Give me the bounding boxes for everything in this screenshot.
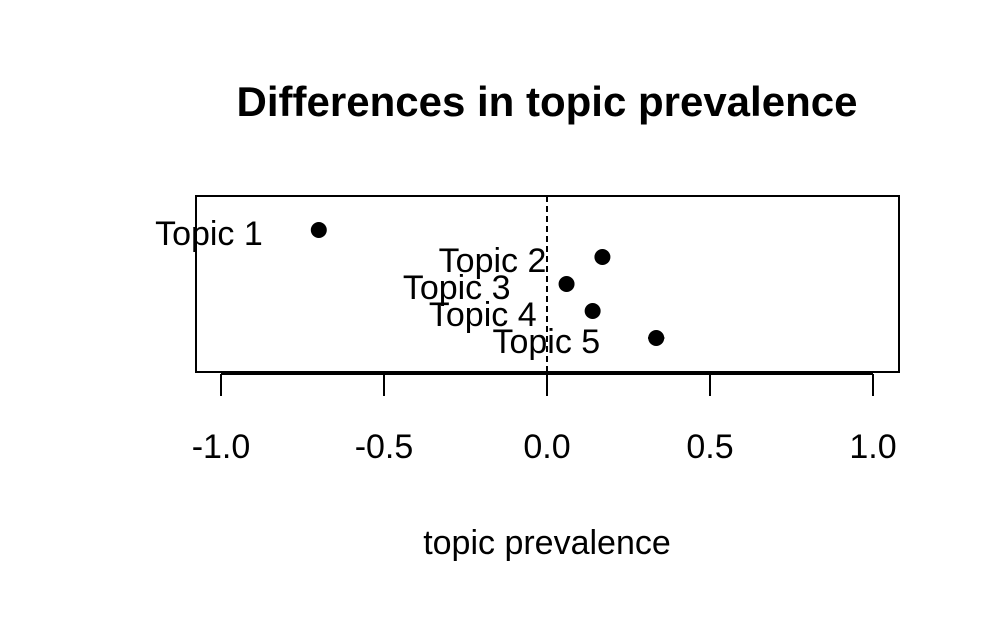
- x-tick-label: -1.0: [192, 428, 251, 466]
- chart-title: Differences in topic prevalence: [237, 78, 858, 125]
- point-label: Topic 1: [155, 215, 263, 253]
- data-point: [594, 249, 611, 265]
- x-tick-label: -0.5: [355, 428, 414, 466]
- x-tick-label: 0.0: [523, 428, 570, 466]
- x-tick-label: 0.5: [686, 428, 733, 466]
- data-point: [648, 330, 665, 346]
- data-point: [558, 276, 575, 292]
- x-tick-label: 1.0: [849, 428, 896, 466]
- point-label: Topic 2: [439, 242, 547, 280]
- point-label: Topic 5: [492, 323, 600, 361]
- data-point: [584, 303, 601, 319]
- data-point: [310, 222, 327, 238]
- x-axis-ticks: -1.0 -0.5 0.0 0.5 1.0: [192, 374, 897, 466]
- x-axis-label: topic prevalence: [423, 524, 671, 562]
- point-label: Topic 4: [429, 296, 537, 334]
- point-label: Topic 3: [403, 269, 511, 307]
